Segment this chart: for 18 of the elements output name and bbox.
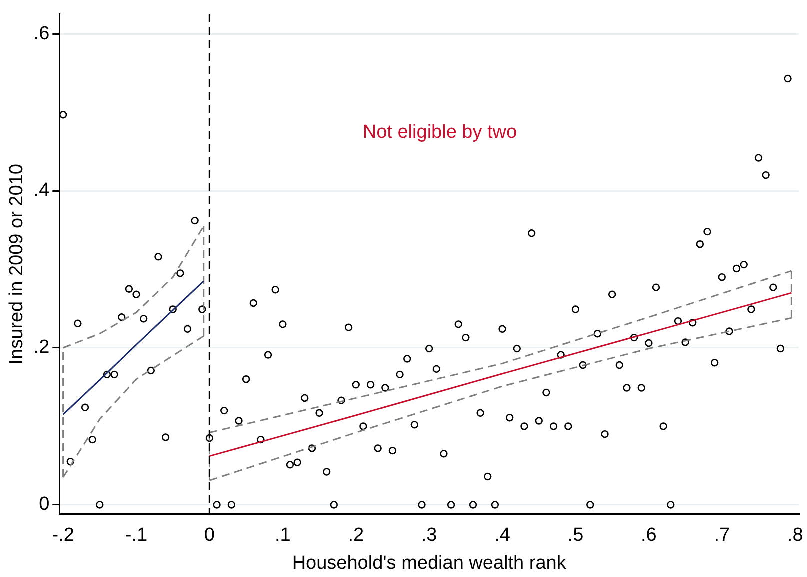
x-tick-label: -.2 <box>52 525 74 546</box>
y-tick-label: .6 <box>34 23 50 44</box>
x-tick-label: .1 <box>274 525 291 546</box>
x-tick-label: .3 <box>421 525 438 546</box>
y-axis-title: Insured in 2009 or 2010 <box>6 164 28 365</box>
y-tick-label: 0 <box>39 494 50 516</box>
x-tick-label: .6 <box>641 525 657 546</box>
x-tick-label: 0 <box>204 525 215 546</box>
x-tick-label: .4 <box>494 525 511 546</box>
x-tick-label: .2 <box>348 525 364 546</box>
x-tick-label: .5 <box>568 525 584 546</box>
annotation: Not eligible by two <box>362 122 518 144</box>
x-tick-label: .7 <box>714 525 730 546</box>
y-tick-label: .4 <box>34 180 50 202</box>
y-tick-label: .2 <box>34 337 50 358</box>
x-tick-label: .8 <box>787 525 804 546</box>
x-tick-label: -.1 <box>125 525 148 546</box>
x-axis-title: Household's median wealth rank <box>292 552 567 574</box>
